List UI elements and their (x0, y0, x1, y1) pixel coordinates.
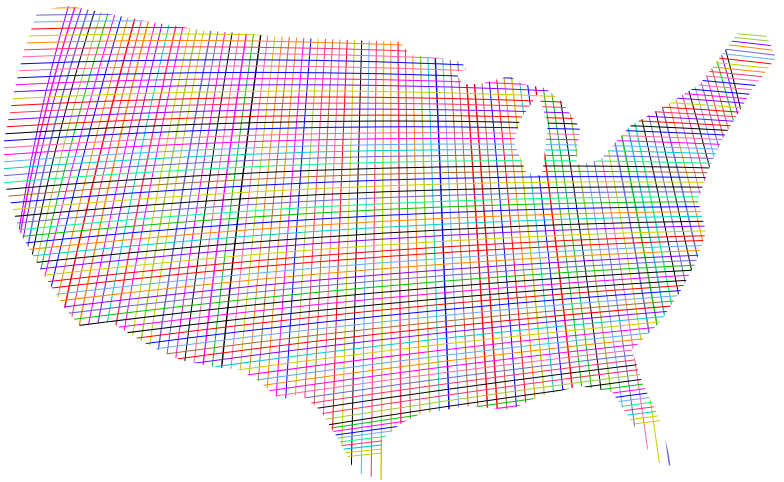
meridian-line (79, 6, 176, 480)
meridian-line (380, 6, 385, 480)
parallel-line (4, 191, 776, 226)
parallel-line (4, 343, 776, 455)
parallel-line (4, 196, 776, 233)
meridian-line (620, 6, 723, 480)
parallel-line (4, 219, 776, 267)
meridian-line (648, 6, 763, 480)
lake-superior (456, 64, 510, 84)
meridian-line (9, 6, 127, 480)
parallel-line (4, 120, 776, 135)
meridian-line (697, 6, 776, 480)
meridian-line (370, 6, 378, 480)
parallel-line (4, 96, 776, 116)
meridian-line (501, 6, 553, 480)
meridian-line (330, 6, 350, 480)
parallel-line (4, 126, 776, 142)
meridian-line (397, 6, 402, 480)
meridian-line (404, 6, 412, 480)
parallel-line (4, 181, 776, 212)
parallel-line (4, 370, 776, 480)
parallel-line (4, 160, 776, 184)
parallel-line (4, 347, 776, 462)
parallel-line (4, 149, 776, 170)
parallel-line (4, 186, 776, 219)
parallel-line (4, 397, 776, 480)
parallel-line (4, 384, 776, 480)
parallel-line (4, 251, 776, 316)
parallel-line (4, 165, 776, 191)
parallel-line (4, 6, 776, 48)
parallel-line (4, 379, 776, 480)
parallel-line (4, 265, 776, 337)
parallel-line (4, 329, 776, 434)
meridian-line (571, 6, 653, 480)
parallel-line (4, 215, 776, 260)
parallel-line (4, 233, 776, 288)
meridian-line (49, 6, 155, 480)
parallel-line (4, 324, 776, 427)
parallel-line (4, 238, 776, 295)
parallel-line (4, 315, 776, 414)
parallel-line (4, 170, 776, 198)
meridian-line (4, 6, 120, 480)
parallel-line (4, 256, 776, 323)
lake-michigan (514, 94, 548, 176)
parallel-line (4, 338, 776, 448)
parallel-line (4, 114, 776, 130)
parallel-line (4, 365, 776, 480)
parallel-line (4, 26, 776, 66)
parallel-line (4, 229, 776, 281)
parallel-line (4, 297, 776, 386)
parallel-line (4, 356, 776, 476)
parallel-line (4, 39, 776, 75)
parallel-line (4, 260, 776, 330)
parallel-line (4, 224, 776, 274)
parallel-line (4, 33, 776, 71)
meridian-line (411, 6, 422, 480)
parallel-line (4, 137, 776, 156)
parallel-line (4, 247, 776, 309)
parallel-line (4, 108, 776, 126)
parallel-line (4, 154, 776, 177)
meridian-line (4, 6, 106, 480)
parallel-line (4, 393, 776, 480)
parallel-line (4, 201, 776, 240)
meridian-line (360, 6, 371, 480)
meridian-line (592, 6, 683, 480)
parallel-line (4, 352, 776, 469)
parallel-line (4, 206, 776, 246)
parallel-line (4, 90, 776, 112)
parallel-line (4, 132, 776, 149)
parallel-line (4, 320, 776, 420)
parallel-line (4, 242, 776, 302)
parallel-line (4, 210, 776, 253)
parallel-line (4, 6, 776, 39)
meridian-line (578, 6, 663, 480)
parallel-line (4, 143, 776, 163)
parallel-line (4, 102, 776, 121)
meridian-line (690, 6, 776, 480)
parallel-line (4, 176, 776, 205)
meridian-line (557, 6, 633, 480)
